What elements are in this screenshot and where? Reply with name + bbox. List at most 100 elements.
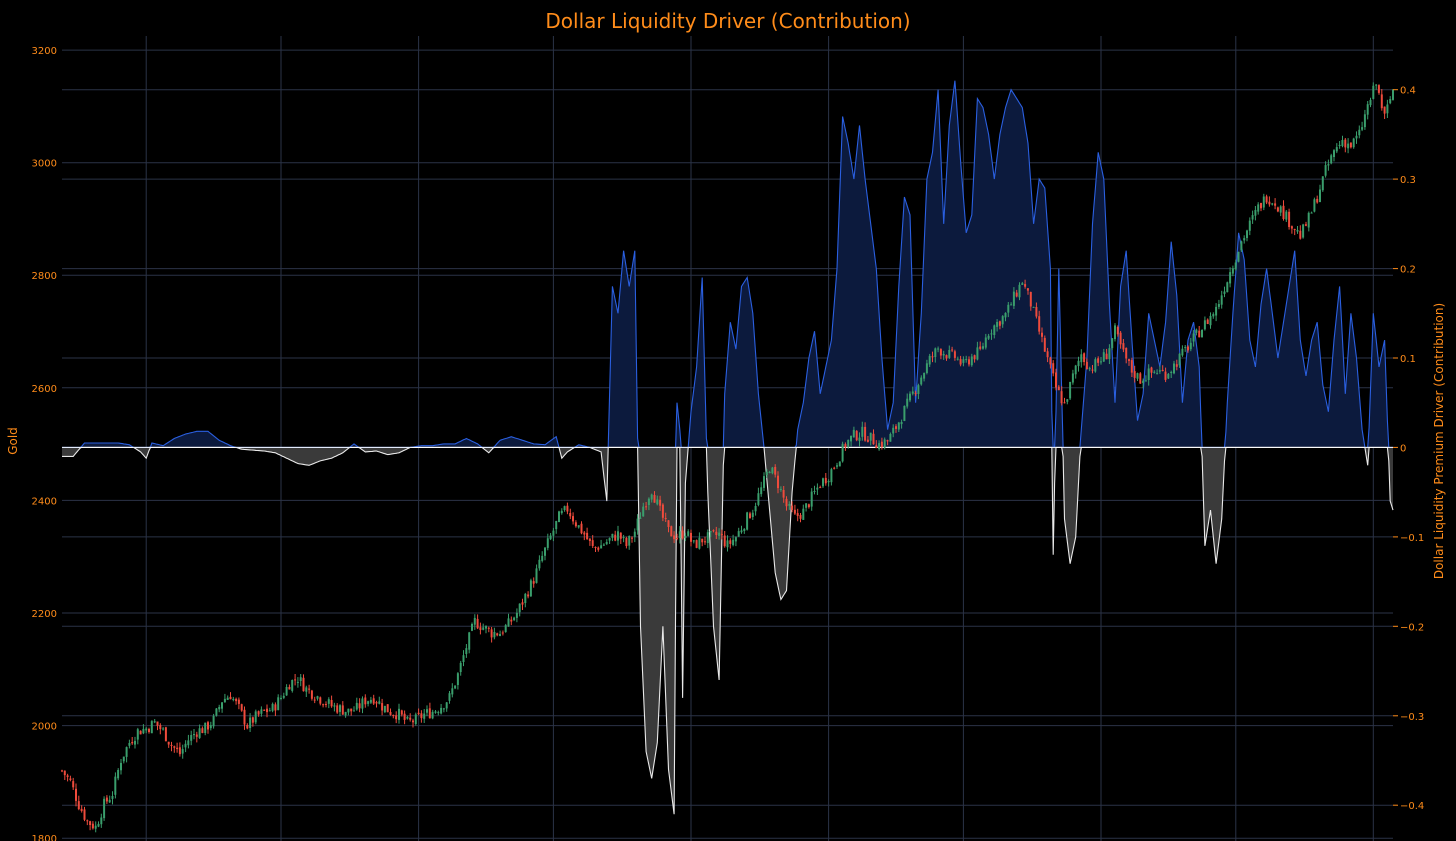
candle-body [594,547,597,548]
candle-body [544,547,546,556]
candle-body [277,697,280,711]
candle-body [895,426,897,429]
candle-body [1321,176,1324,191]
candle-body [501,632,504,634]
candle-body [861,426,864,437]
candle-body [493,632,496,638]
candle-body [920,377,923,385]
candle-body [94,825,97,829]
candle-body [645,506,648,508]
candle-body [1108,348,1111,359]
candle-body [872,433,875,445]
candle-body [1189,342,1192,350]
candle-body [945,355,948,359]
candle-body [164,727,167,742]
candle-body [732,539,735,546]
candle-body [622,537,625,539]
candle-body [760,487,763,495]
candle-body [1060,391,1063,404]
candle-body [1234,262,1237,270]
candle-body [1265,196,1268,203]
candle-body [1038,316,1041,332]
y-left-tick-label: 2200 [32,609,57,620]
candle-body [1057,386,1060,391]
candle-body [1066,399,1069,402]
candle-body [344,711,347,716]
candle-body [619,532,622,539]
candle-body [100,817,103,825]
candle-body [521,602,524,605]
candle-body [1102,352,1105,362]
candle-body [184,743,187,748]
candle-body [260,709,263,714]
candle-body [1369,99,1372,106]
candle-body [1319,189,1321,202]
candle-body [1257,204,1260,212]
y-left-tick-label: 3200 [32,46,57,57]
candle-body [642,506,645,517]
candle-body [527,594,530,597]
candle-body [1094,359,1097,372]
candle-body [614,534,617,541]
candle-body [973,355,976,360]
candle-body [1307,212,1310,228]
candle-body [195,734,198,737]
candle-body [398,708,400,720]
candle-body [1226,282,1229,293]
candle-body [1383,106,1386,114]
candle-body [844,444,847,448]
candle-body [1139,373,1142,384]
candle-body [1100,361,1102,363]
candle-body [830,469,833,483]
candle-body [852,429,855,437]
candle-body [1349,142,1352,148]
candle-body [768,471,771,473]
candle-body [563,506,566,510]
candle-body [1333,150,1335,157]
candle-body [459,662,462,672]
candle-body [386,704,389,713]
candle-body [1260,203,1262,209]
candle-body [251,717,254,723]
candle-body [440,707,443,714]
candle-body [625,538,628,546]
candle-body [1128,359,1130,361]
candle-body [299,677,302,681]
candle-body [445,702,448,709]
candle-body [364,697,367,705]
candle-body [653,495,656,503]
candle-body [496,633,499,636]
candle-body [167,741,170,745]
driver-positive-area [62,80,1393,448]
candle-body [280,697,282,699]
candle-body [1310,212,1313,214]
candle-body [948,350,951,358]
candle-body [437,712,440,714]
candle-body [1077,360,1080,367]
candle-body [369,699,372,703]
candle-body [1243,238,1246,241]
candle-body [1069,382,1072,399]
candle-body [1150,367,1153,373]
candle-body [864,426,867,441]
candle-body [1114,325,1116,340]
candle-body [456,673,459,685]
candle-body [687,531,690,536]
y-left-tick-label: 2000 [32,722,57,733]
candle-body [442,708,445,710]
candle-body [1271,203,1274,205]
candle-body [1130,360,1133,373]
candle-body [1302,224,1305,238]
y-left-tick-label: 2400 [32,496,57,507]
y-right-tick-label: 0.2 [1400,265,1416,276]
candle-body [903,405,906,421]
candle-body [1268,201,1271,205]
candle-body [271,703,274,711]
candle-body [1125,348,1128,359]
candle-body [125,747,128,757]
candle-body [515,612,518,618]
candle-body [996,322,999,327]
candle-body [170,744,173,746]
candle-body [1215,306,1218,316]
candle-body [347,708,350,713]
